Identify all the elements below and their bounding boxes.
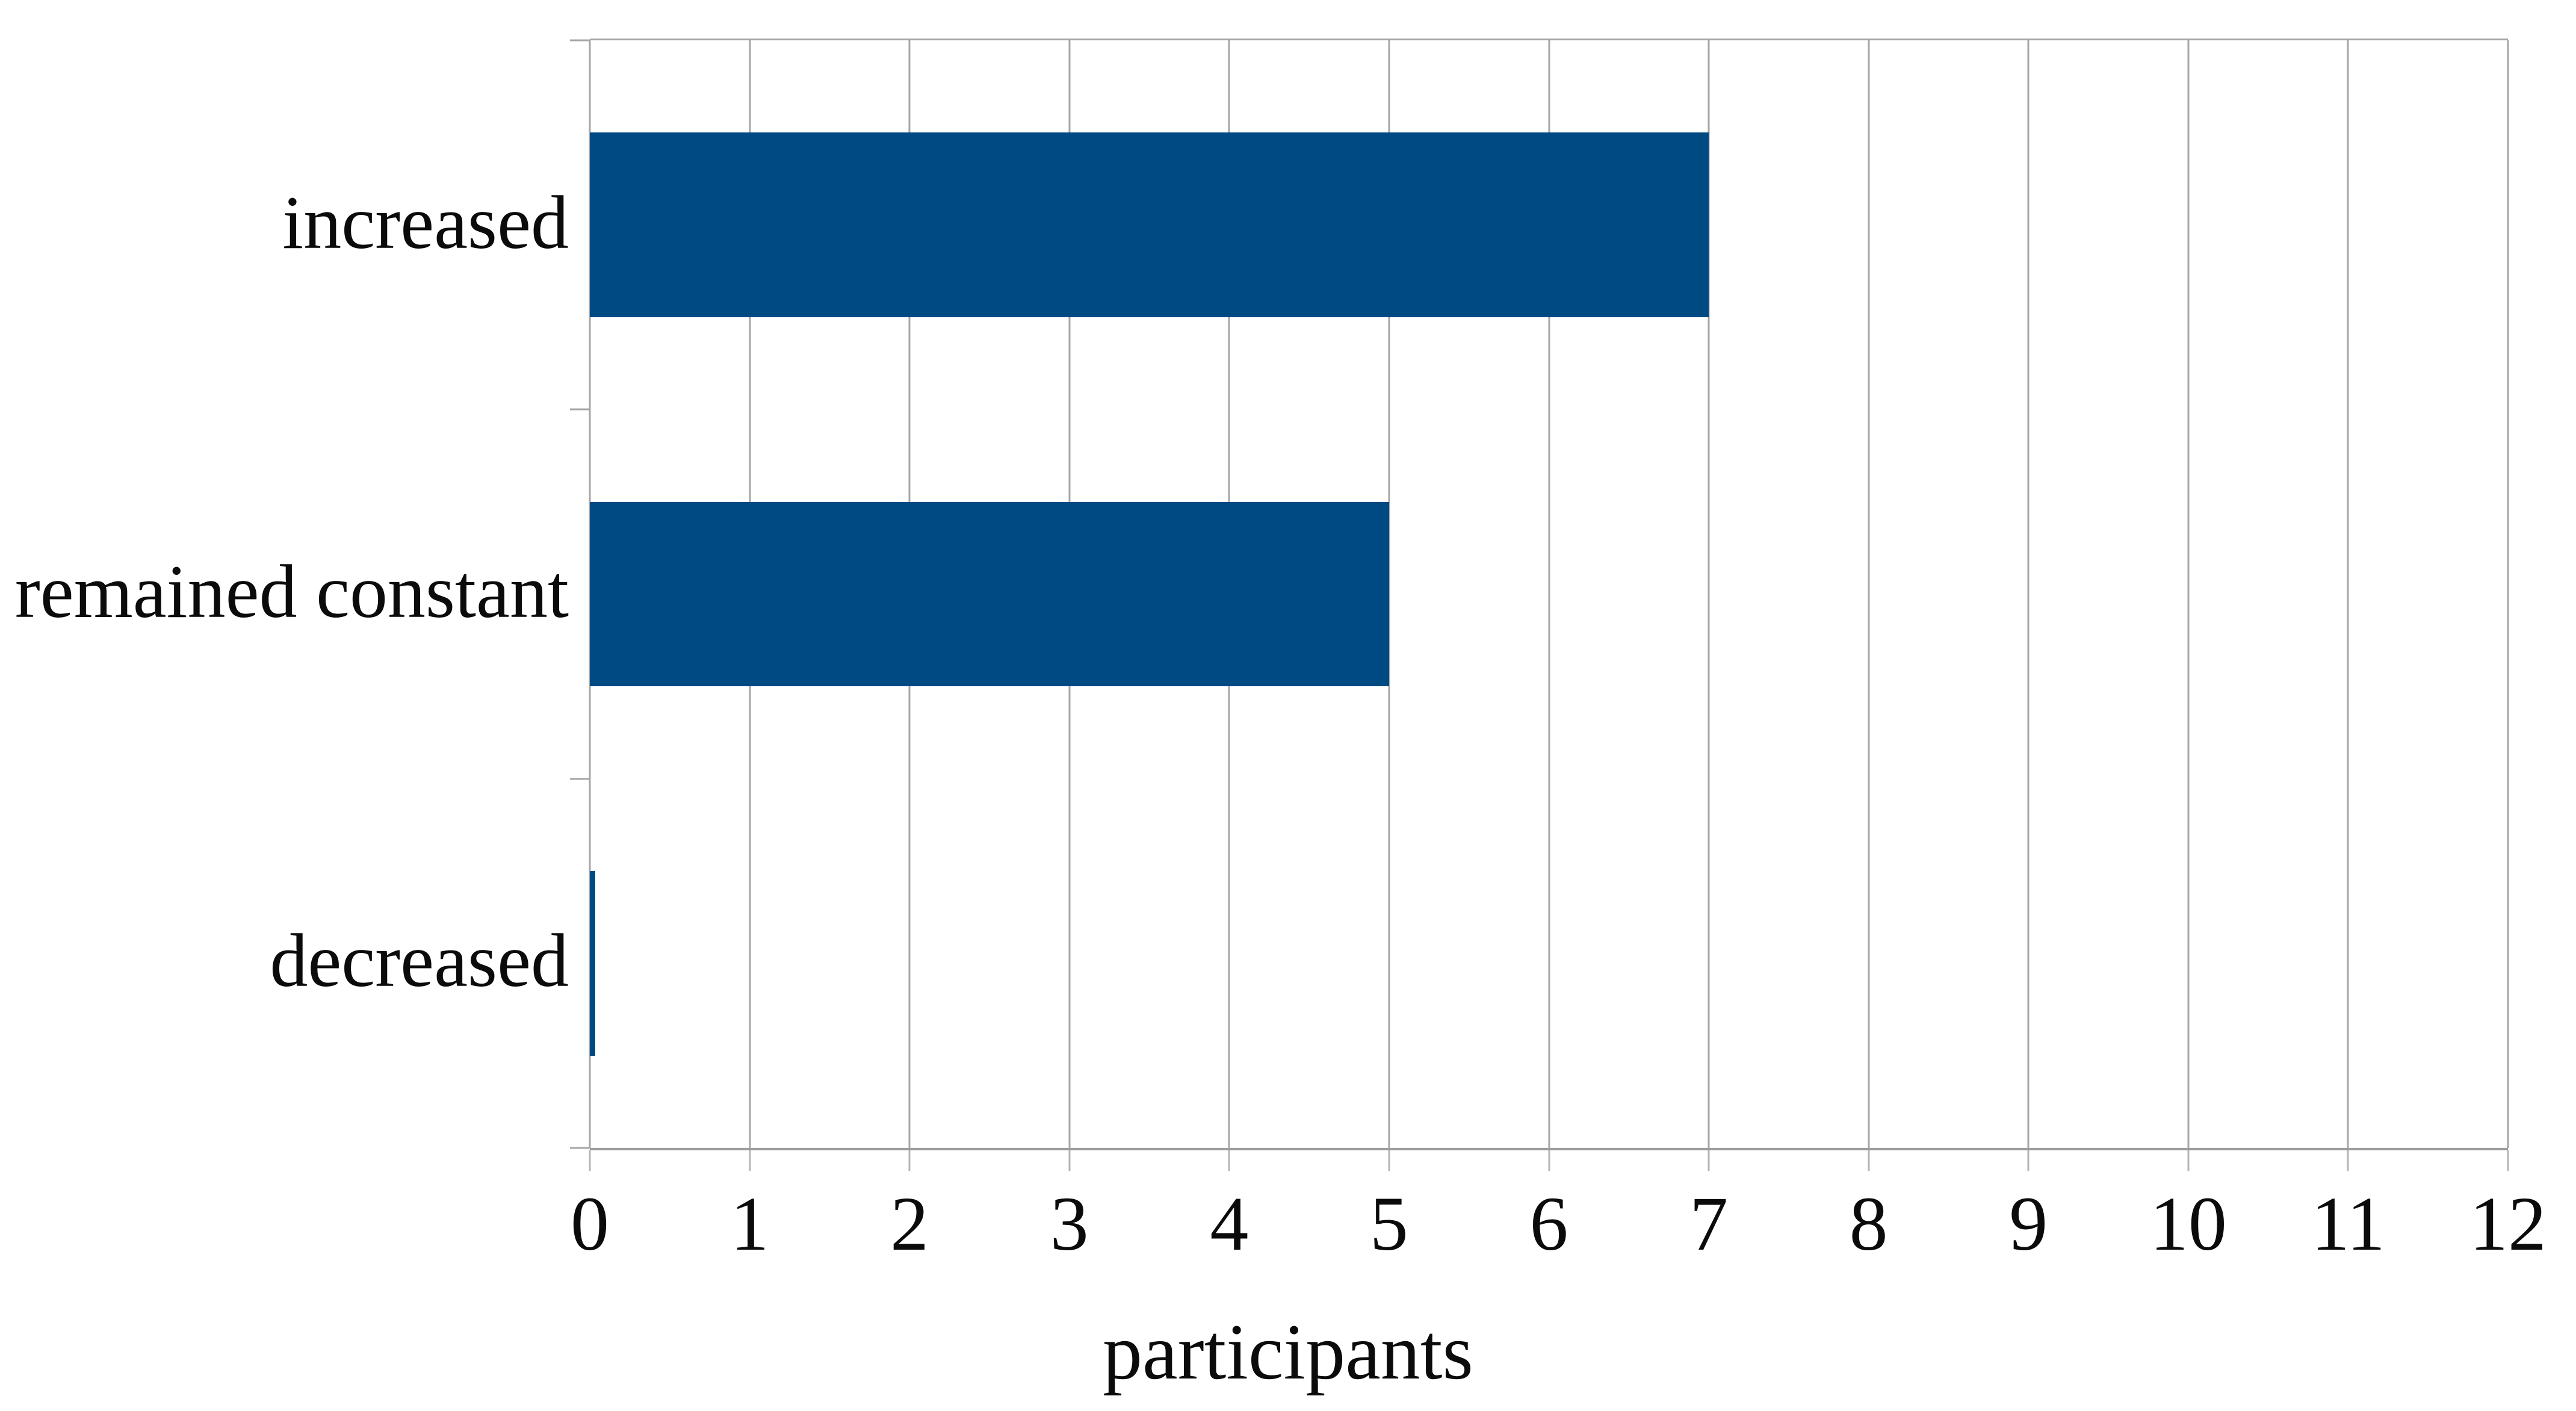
x-axis-tick: [1708, 1150, 1710, 1171]
category-label: remained constant: [14, 550, 569, 634]
x-tick-label: 2: [890, 1180, 929, 1267]
gridline: [2027, 40, 2030, 1148]
gridline: [1868, 40, 1870, 1148]
y-axis-tick: [570, 408, 590, 411]
x-axis-tick: [2187, 1150, 2190, 1171]
x-tick-label: 6: [1529, 1180, 1568, 1267]
x-tick-label: 1: [730, 1180, 769, 1267]
x-tick-label: 3: [1050, 1180, 1089, 1267]
x-axis-tick: [2347, 1150, 2349, 1171]
x-tick-label: 8: [1849, 1180, 1888, 1267]
y-axis-tick: [570, 1147, 590, 1149]
x-axis-tick: [2507, 1150, 2509, 1171]
x-tick-label: 5: [1369, 1180, 1408, 1267]
x-tick-label: 11: [2311, 1180, 2386, 1267]
gridline: [2507, 40, 2509, 1148]
y-axis-tick: [570, 778, 590, 780]
x-axis-tick: [1068, 1150, 1071, 1171]
gridline: [2347, 40, 2349, 1148]
x-axis-tick: [1868, 1150, 1870, 1171]
x-axis-tick: [749, 1150, 751, 1171]
x-axis-tick: [1388, 1150, 1390, 1171]
x-axis-tick: [589, 1150, 591, 1171]
plot-area: [570, 39, 2509, 1171]
x-axis-tick: [908, 1150, 911, 1171]
gridline: [1548, 40, 1550, 1148]
gridline: [2187, 40, 2190, 1148]
x-axis-title: participants: [1103, 1307, 1473, 1396]
x-tick-label: 10: [2149, 1180, 2227, 1267]
x-tick-label: 4: [1210, 1180, 1249, 1267]
x-tick-label: 9: [2009, 1180, 2048, 1267]
category-label: decreased: [270, 919, 569, 1003]
x-tick-label: 7: [1689, 1180, 1729, 1267]
x-tick-label: 0: [571, 1180, 609, 1267]
x-axis-tick: [2027, 1150, 2030, 1171]
category-label: increased: [282, 181, 569, 265]
bar: [590, 871, 595, 1056]
x-axis-tick: [1228, 1150, 1230, 1171]
x-tick-label: 12: [2469, 1180, 2547, 1267]
gridline: [1708, 40, 1710, 1148]
gridline: [1388, 40, 1390, 1148]
x-axis-tick: [1548, 1150, 1550, 1171]
bar: [590, 501, 1389, 687]
y-axis-tick: [570, 39, 590, 42]
bar: [590, 132, 1709, 317]
